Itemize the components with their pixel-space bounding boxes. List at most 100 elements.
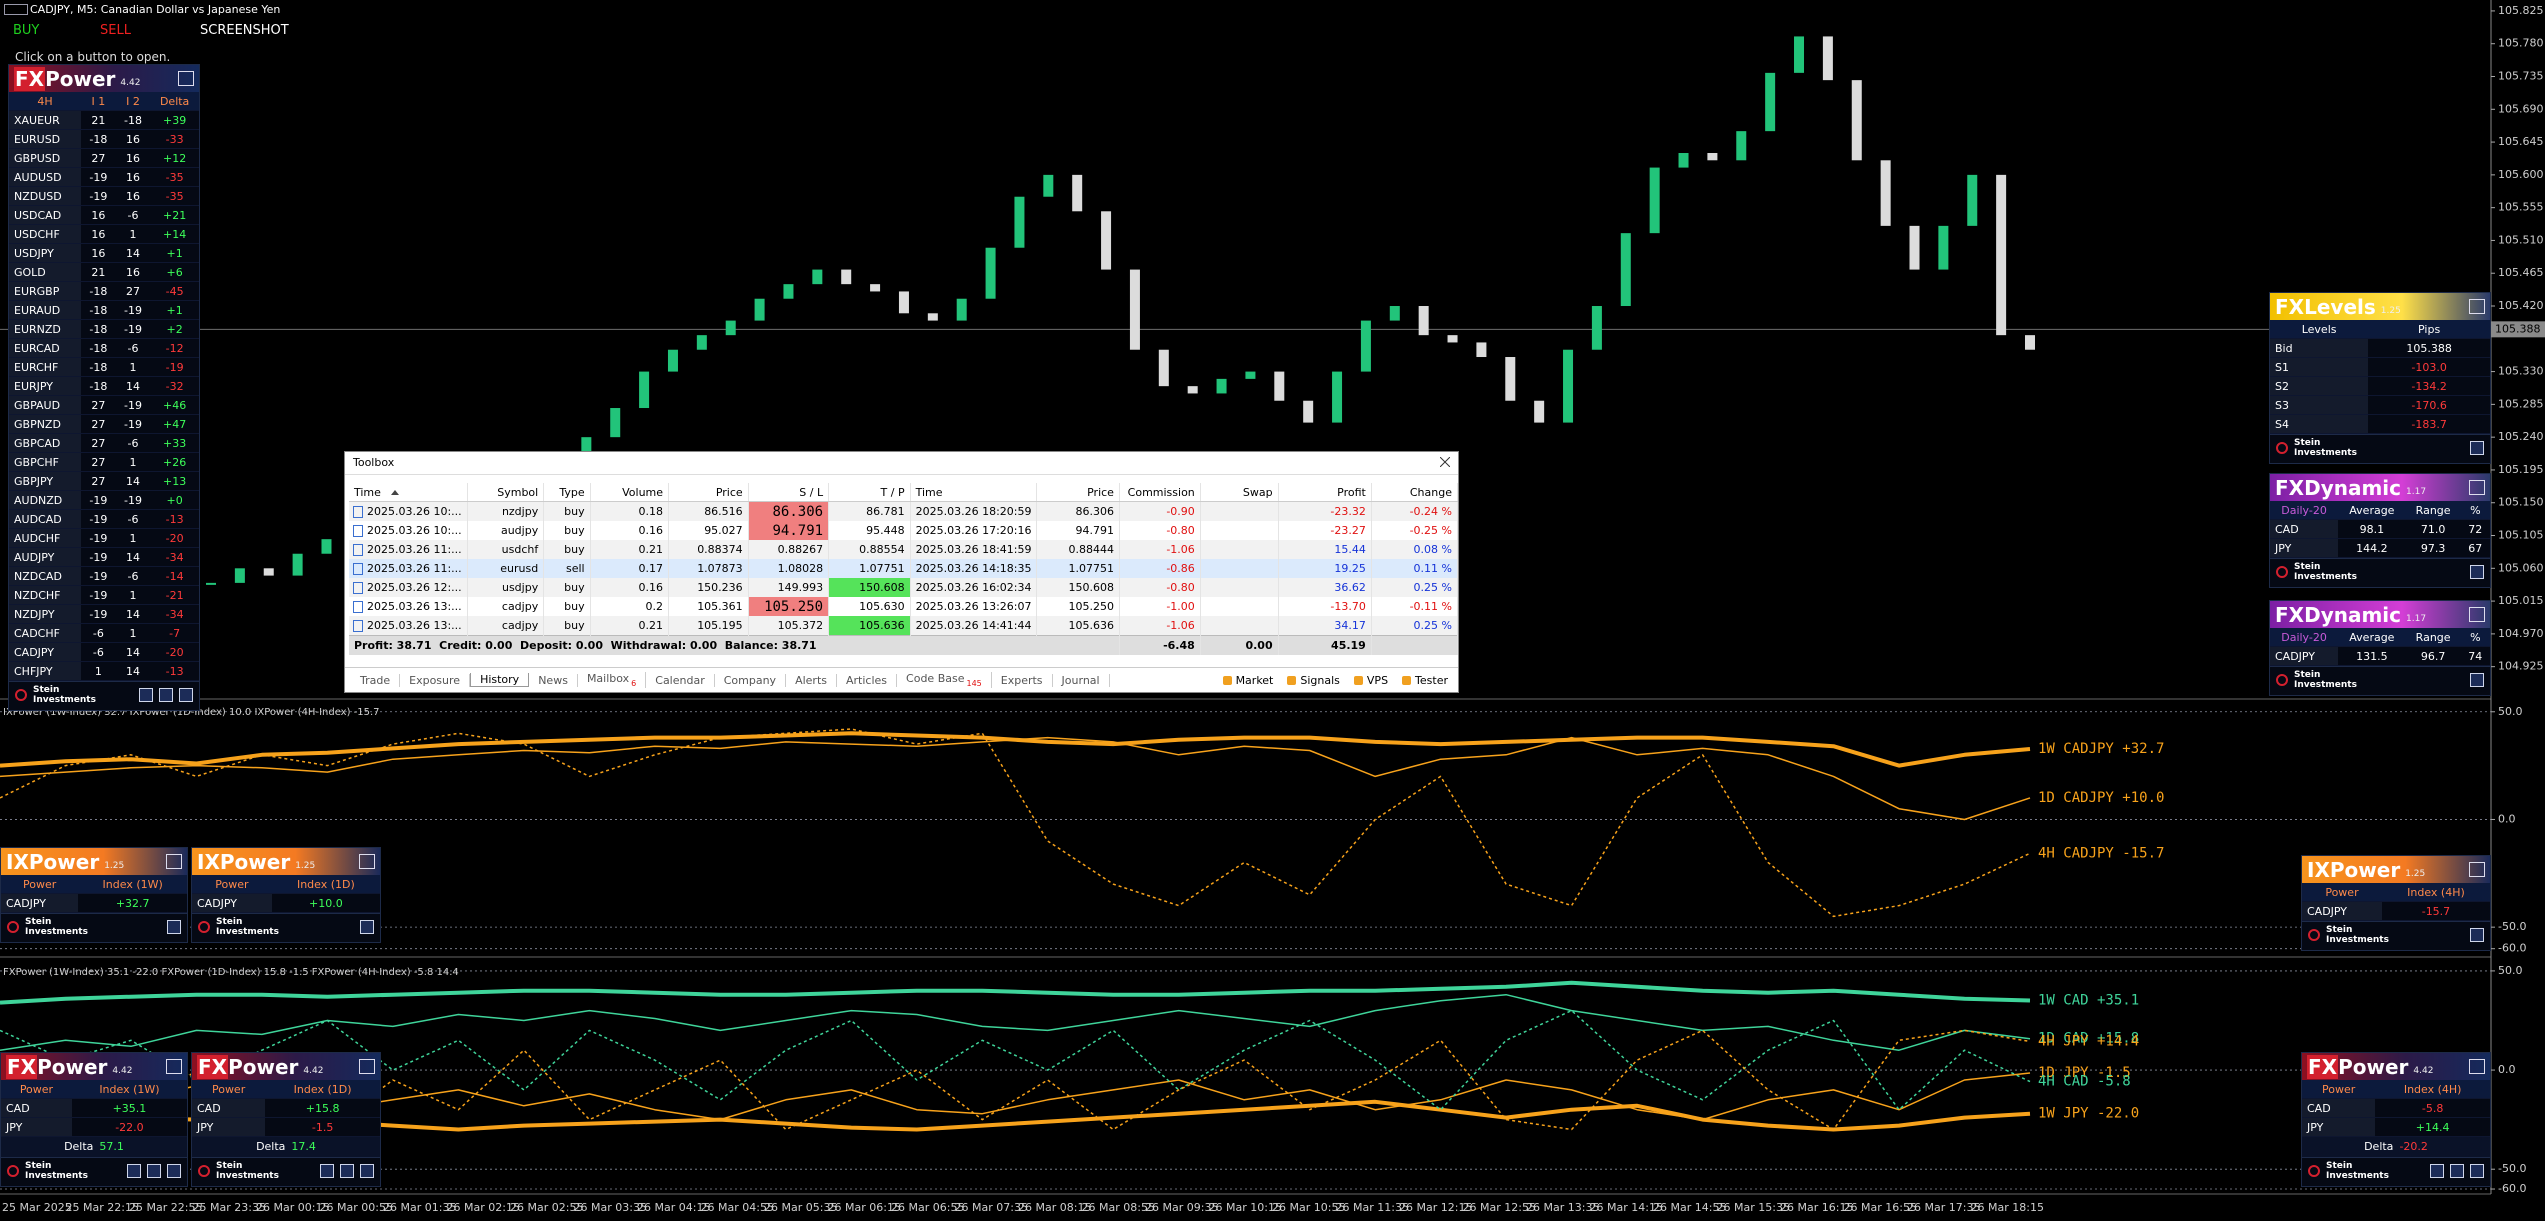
label-cell: USDCAD	[9, 205, 82, 225]
value-cell: -18	[81, 319, 116, 339]
footer-button[interactable]	[179, 688, 193, 702]
tab[interactable]: Trade	[351, 673, 401, 687]
tab[interactable]: Articles	[837, 673, 898, 687]
value-cell: +15.8	[265, 1098, 380, 1118]
service-tab[interactable]: Signals	[1287, 674, 1340, 687]
time-label: 26 Mar 06:55	[891, 1201, 964, 1214]
trade-row[interactable]: 2025.03.26 13:... cadjpy buy 0.21 105.195 105…	[349, 616, 1459, 636]
menu-icon[interactable]	[2469, 607, 2485, 622]
menu-icon[interactable]	[2469, 480, 2485, 495]
candle	[321, 539, 332, 554]
candle	[696, 335, 707, 350]
column-header: Range	[2405, 628, 2461, 647]
value-cell: -34	[150, 604, 199, 624]
footer-button[interactable]	[340, 1164, 354, 1178]
footer-button[interactable]	[360, 920, 374, 934]
menu-icon[interactable]	[2469, 862, 2485, 877]
menu-icon[interactable]	[178, 71, 194, 86]
tab-label: Trade	[360, 673, 391, 687]
cell: 105.195	[668, 616, 749, 636]
service-tab[interactable]: Tester	[1402, 674, 1448, 687]
tab[interactable]: News	[529, 673, 578, 687]
summary-commission: -6.48	[1119, 635, 1201, 655]
footer-button[interactable]	[159, 688, 173, 702]
footer-button[interactable]	[2470, 565, 2484, 579]
trade-row[interactable]: 2025.03.26 11:... usdchf buy 0.21 0.88374 0.8…	[349, 540, 1459, 559]
footer-button[interactable]	[360, 1164, 374, 1178]
candle	[1418, 306, 1429, 336]
footer-button[interactable]	[320, 1164, 334, 1178]
panel-row: GBPUSD 27 16 +12	[9, 148, 199, 168]
value-cell: 14	[115, 661, 151, 681]
value-cell: 16	[115, 167, 151, 187]
buy-button[interactable]: BUY	[13, 23, 40, 38]
panel-row: AUDUSD -19 16 -35	[9, 167, 199, 187]
close-button[interactable]	[1440, 457, 1450, 467]
candle	[1187, 386, 1198, 394]
version: 4.42	[120, 77, 141, 88]
menu-icon[interactable]	[166, 1059, 182, 1074]
footer-button[interactable]	[139, 688, 153, 702]
tab[interactable]: Alerts	[786, 673, 837, 687]
service-tab[interactable]: VPS	[1354, 674, 1388, 687]
tab[interactable]: Calendar	[646, 673, 715, 687]
menu-icon[interactable]	[2469, 299, 2485, 314]
menu-icon[interactable]	[359, 854, 375, 869]
trade-row[interactable]: 2025.03.26 13:... cadjpy buy 0.2 105.361 105.…	[349, 597, 1459, 616]
trade-row[interactable]: 2025.03.26 11:... eurusd sell 0.17 1.07873 1.…	[349, 559, 1459, 578]
cell: 2025.03.26 13:...	[349, 616, 468, 636]
screenshot-button[interactable]: SCREENSHOT	[200, 23, 289, 38]
candle	[956, 298, 967, 321]
cell: buy	[543, 616, 591, 636]
logo-name: Power	[45, 66, 116, 91]
value-cell: -6	[115, 566, 151, 586]
footer-button[interactable]	[2430, 1164, 2444, 1178]
tab-label: Calendar	[655, 673, 705, 687]
panel-row: EURGBP -18 27 -45	[9, 281, 199, 301]
footer-button[interactable]	[127, 1164, 141, 1178]
footer-button[interactable]	[2470, 1164, 2484, 1178]
service-tab[interactable]: Market	[1223, 674, 1274, 687]
trade-row[interactable]: 2025.03.26 10:... audjpy buy 0.16 95.027 94.7…	[349, 521, 1459, 540]
menu-icon[interactable]	[166, 854, 182, 869]
candle	[263, 568, 274, 576]
tab[interactable]: Company	[715, 673, 787, 687]
tab[interactable]: Exposure	[400, 673, 471, 687]
footer-button[interactable]	[2470, 928, 2484, 942]
footer-button[interactable]	[2470, 441, 2484, 455]
panel-table: Daily-20 Average Range% CADJPY 131.5 96.7 74	[2270, 628, 2490, 666]
footer-button[interactable]	[167, 920, 181, 934]
tab[interactable]: Mailbox 6	[578, 672, 647, 688]
tab[interactable]: History	[470, 673, 530, 687]
trade-row[interactable]: 2025.03.26 12:... usdjpy buy 0.16 150.236 149…	[349, 578, 1459, 597]
y-tick-label: 105.285	[2498, 397, 2544, 410]
sell-button[interactable]: SELL	[100, 23, 131, 38]
logo-prefix: FX	[197, 1054, 229, 1079]
value-cell: -1.5	[265, 1117, 380, 1137]
value-cell: +1	[150, 300, 199, 320]
footer-button[interactable]	[147, 1164, 161, 1178]
header-row: Power Index (4H)	[2302, 883, 2490, 902]
tab[interactable]: Journal	[1053, 673, 1110, 687]
value-cell: 14	[115, 642, 151, 662]
footer-button[interactable]	[2470, 673, 2484, 687]
y-tick-label: 105.780	[2498, 37, 2544, 50]
tab[interactable]: Code Base 145	[897, 672, 992, 688]
footer-button[interactable]	[167, 1164, 181, 1178]
tab-label: Journal	[1061, 673, 1100, 687]
series-line	[0, 728, 2031, 918]
empty-cell	[1200, 616, 1279, 636]
delta-label: Delta	[256, 1140, 286, 1153]
menu-icon[interactable]	[359, 1059, 375, 1074]
trade-row[interactable]: 2025.03.26 10:... nzdjpy buy 0.18 86.516 86.3…	[349, 501, 1459, 521]
tab[interactable]: Experts	[992, 673, 1053, 687]
label-cell: EURJPY	[9, 376, 82, 396]
value-cell: -21	[150, 585, 199, 605]
footer-button[interactable]	[2450, 1164, 2464, 1178]
column-header: Volume	[590, 483, 670, 502]
menu-icon[interactable]	[2469, 1059, 2485, 1074]
header-icons	[4, 4, 28, 15]
value-cell: +47	[150, 414, 199, 434]
panel-title: IX Power 1.25	[192, 848, 380, 875]
